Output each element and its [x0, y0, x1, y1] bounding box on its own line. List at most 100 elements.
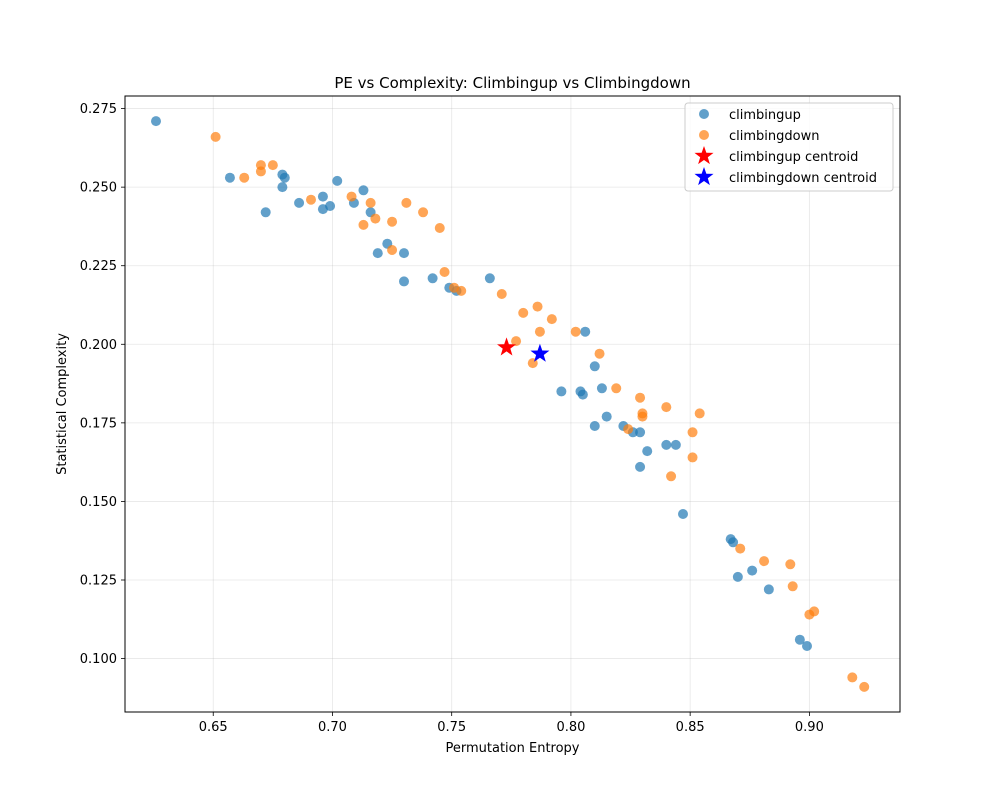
- climbingdown-point: [387, 245, 398, 255]
- climbingup-point: [399, 248, 409, 259]
- climbingdown-point: [623, 424, 634, 435]
- legend-label-climbingup: climbingup: [729, 108, 801, 123]
- climbingup-point: [732, 571, 743, 582]
- y-tick-label: 0.250: [80, 181, 117, 196]
- climbingup-point: [399, 276, 409, 287]
- climbingdown-point: [661, 402, 672, 413]
- y-tick-label: 0.225: [80, 259, 117, 274]
- legend-marker-climbingdown: [699, 130, 709, 140]
- legend-label-climbingup-centroid: climbingup centroid: [729, 150, 858, 165]
- climbingdown-point: [666, 471, 677, 482]
- climbingup-point: [317, 191, 328, 202]
- climbingdown-point: [635, 392, 646, 403]
- climbingup-point: [277, 182, 288, 193]
- climbingup-point: [260, 207, 271, 218]
- climbingdown-point: [735, 543, 746, 554]
- climbingdown-point: [847, 672, 858, 683]
- climbingdown-point: [358, 219, 369, 230]
- climbingdown-point: [594, 348, 605, 359]
- y-tick-label: 0.150: [80, 495, 117, 510]
- climbingup-point: [794, 634, 805, 645]
- climbingdown-point: [546, 314, 557, 325]
- climbingdown-point: [239, 172, 250, 183]
- climbingdown-point: [418, 207, 429, 218]
- legend: climbingup climbingdown climbingup centr…: [684, 102, 894, 192]
- series-climbingdown: [210, 131, 870, 692]
- y-tick-label: 0.175: [80, 416, 117, 431]
- climbingdown-point: [511, 336, 522, 347]
- climbingup-point: [580, 326, 591, 337]
- climbingup-point: [358, 185, 369, 196]
- points-layer: [151, 116, 870, 692]
- y-ticks: 0.100 0.125 0.150 0.175 0.200 0.225 0.250 0.275: [80, 102, 125, 667]
- climbingdown-point: [496, 289, 507, 299]
- x-tick-label: 0.65: [199, 720, 228, 735]
- climbingdown-point: [532, 301, 543, 312]
- climbingup-point: [372, 248, 383, 259]
- climbingup-point: [747, 565, 758, 576]
- x-tick-label: 0.75: [437, 720, 466, 735]
- climbingup-point: [589, 361, 600, 372]
- series-climbingup-centroid: [497, 337, 517, 356]
- climbingdown-point: [570, 326, 581, 337]
- x-tick-label: 0.80: [556, 720, 585, 735]
- climbingup-point: [224, 172, 235, 183]
- climbingdown-point: [687, 452, 698, 463]
- climbingup-point: [635, 461, 646, 472]
- climbingdown-point: [439, 267, 450, 277]
- climbingup-point: [427, 273, 438, 284]
- climbingup-point: [279, 172, 290, 183]
- climbingdown-point: [809, 606, 820, 617]
- climbingdown-point: [306, 194, 316, 205]
- climbingdown-point: [611, 383, 622, 394]
- climbingdown-point: [518, 307, 529, 318]
- climbingup-point: [642, 446, 653, 457]
- climbingdown-point: [370, 213, 381, 224]
- climbingdown-point: [637, 411, 648, 422]
- y-tick-label: 0.125: [80, 574, 117, 589]
- legend-label-climbingdown-centroid: climbingdown centroid: [729, 171, 877, 186]
- climbingup-centroid-marker: [497, 337, 517, 356]
- x-tick-label: 0.90: [795, 720, 824, 735]
- climbingdown-point: [387, 216, 398, 227]
- climbingup-point: [678, 509, 688, 519]
- chart-title: PE vs Complexity: Climbingup vs Climbing…: [334, 74, 690, 92]
- climbingup-point: [577, 389, 588, 400]
- y-axis-label: Statistical Complexity: [55, 333, 70, 475]
- climbingup-point: [332, 175, 343, 186]
- climbingdown-point: [434, 223, 445, 233]
- climbingdown-point: [534, 326, 545, 337]
- climbingdown-point: [365, 197, 376, 208]
- y-tick-label: 0.200: [80, 338, 117, 353]
- climbingdown-point: [346, 191, 357, 202]
- x-axis-label: Permutation Entropy: [446, 741, 580, 756]
- climbingdown-point: [694, 408, 705, 419]
- series-climbingdown-centroid: [530, 343, 550, 362]
- climbingdown-point: [210, 131, 221, 142]
- climbingup-point: [763, 584, 774, 595]
- climbingdown-point: [759, 556, 770, 567]
- climbingup-point: [728, 537, 739, 548]
- climbingup-point: [670, 439, 681, 450]
- legend-marker-climbingdown-centroid: [694, 167, 714, 186]
- climbingup-point: [294, 197, 305, 208]
- climbingdown-point: [456, 285, 467, 296]
- climbingdown-point: [785, 559, 796, 570]
- x-ticks: 0.65 0.70 0.75 0.80 0.85 0.90: [199, 712, 824, 735]
- climbingup-point: [484, 273, 495, 284]
- climbingdown-point: [267, 160, 278, 171]
- climbingup-point: [556, 386, 567, 397]
- climbingdown-point: [787, 581, 798, 592]
- climbingup-point: [661, 439, 672, 450]
- plot-frame: [124, 95, 901, 713]
- climbingup-point: [596, 383, 607, 394]
- x-tick-label: 0.85: [676, 720, 705, 735]
- climbingdown-centroid-marker: [530, 343, 550, 362]
- legend-marker-climbingup-centroid: [694, 146, 714, 165]
- climbingdown-point: [687, 427, 698, 438]
- climbingup-point: [589, 421, 600, 431]
- y-tick-label: 0.275: [80, 102, 117, 117]
- legend-marker-climbingup: [699, 109, 709, 119]
- climbingdown-point: [859, 681, 870, 692]
